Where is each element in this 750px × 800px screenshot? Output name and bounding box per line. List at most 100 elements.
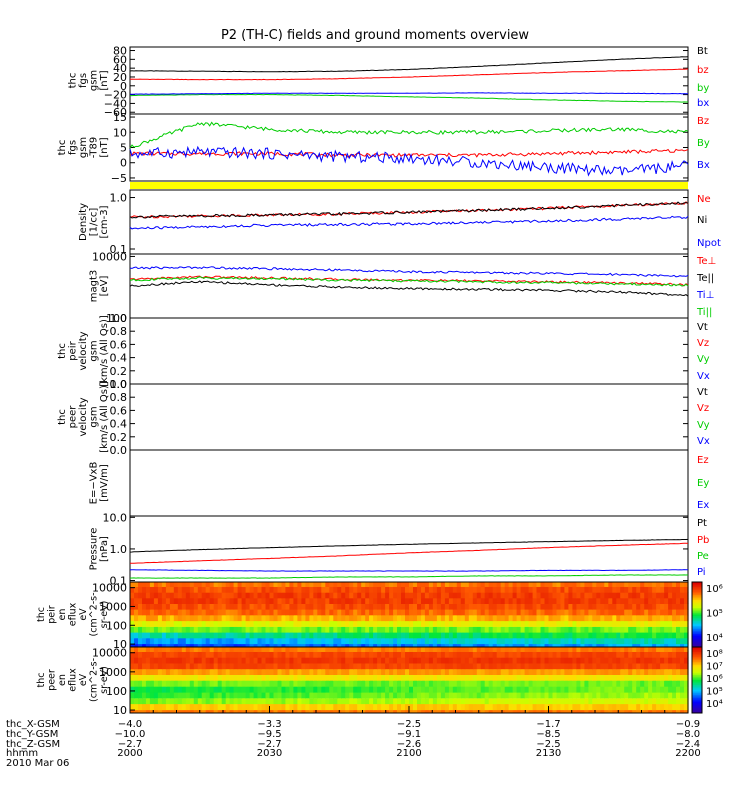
heatmap-cell (377, 626, 382, 633)
heatmap-cell (313, 663, 318, 670)
heatmap-cell (225, 674, 231, 681)
heatmap-cell (313, 637, 318, 645)
heatmap-cell (361, 651, 366, 658)
heatmap-cell (149, 674, 155, 681)
heatmap-cell (464, 615, 470, 622)
heatmap-cell (660, 620, 665, 627)
heatmap-cell (353, 620, 358, 627)
heatmap-cell (456, 647, 462, 652)
heatmap-cell (592, 703, 597, 711)
heatmap-cell (512, 643, 518, 648)
heatmap-cell (413, 620, 418, 627)
heatmap-cell (560, 709, 566, 714)
heatmap-cell (245, 643, 251, 648)
heatmap-cell (341, 703, 346, 711)
heatmap-cell (325, 647, 330, 652)
heatmap-cell (417, 680, 422, 687)
heatmap-cell (325, 663, 330, 670)
heatmap-cell (161, 598, 167, 604)
heatmap-cell (173, 674, 179, 681)
heatmap-cell (205, 692, 211, 699)
heatmap-cell (393, 643, 398, 648)
heatmap-cell (341, 620, 346, 627)
heatmap-cell (373, 615, 378, 622)
heatmap-cell (413, 637, 418, 645)
heatmap-cell (424, 620, 430, 627)
heatmap-cell (656, 674, 661, 681)
heatmap-cell (365, 598, 370, 604)
heatmap-cell (349, 620, 354, 627)
y-tick-label: 0.4 (110, 418, 128, 431)
heatmap-cell (544, 615, 550, 622)
heatmap-cell (460, 637, 466, 645)
heatmap-cell (516, 609, 522, 616)
heatmap-cell (153, 582, 159, 587)
heatmap-cell (540, 592, 546, 599)
heatmap-cell (397, 637, 402, 645)
heatmap-cell (424, 647, 430, 652)
heatmap-cell (269, 709, 275, 714)
heatmap-cell (572, 686, 577, 693)
heatmap-cell (293, 632, 298, 639)
heatmap-cell (321, 626, 326, 633)
heatmap-cell (245, 603, 251, 610)
heatmap-cell (488, 586, 494, 593)
heatmap-cell (373, 632, 378, 639)
heatmap-cell (544, 663, 550, 670)
heatmap-cell (229, 647, 235, 652)
heatmap-cell (205, 703, 211, 711)
heatmap-cell (520, 698, 526, 705)
heatmap-cell (536, 615, 542, 622)
heatmap-cell (660, 663, 665, 670)
heatmap-cell (536, 598, 542, 604)
heatmap-cell (389, 647, 394, 652)
heatmap-cell (616, 643, 621, 648)
heatmap-cell (205, 598, 211, 604)
heatmap-cell (540, 586, 546, 593)
legend-Te⊥: Te⊥ (696, 256, 716, 267)
heatmap-cell (373, 609, 378, 616)
heatmap-cell (401, 620, 406, 627)
heatmap-cell (632, 651, 637, 658)
heatmap-cell (321, 680, 326, 687)
heatmap-cell (464, 592, 470, 599)
heatmap-cell (237, 643, 243, 648)
heatmap-cell (389, 598, 394, 604)
heatmap-cell (644, 592, 649, 599)
heatmap-cell (588, 680, 593, 687)
heatmap-cell (552, 703, 558, 711)
heatmap-cell (397, 586, 402, 593)
heatmap-cell (321, 637, 326, 645)
heatmap-cell (432, 692, 438, 699)
heatmap-cell (608, 592, 613, 599)
heatmap-cell (201, 657, 207, 664)
heatmap-cell (130, 592, 135, 599)
heatmap-cell (432, 651, 438, 658)
heatmap-cell (484, 692, 490, 699)
colorbar-label: 10⁶ (706, 674, 723, 685)
heatmap-cell (540, 643, 546, 648)
heatmap-cell (540, 615, 546, 622)
heatmap-cell (652, 657, 657, 664)
heatmap-cell (145, 674, 151, 681)
heatmap-cell (564, 680, 569, 687)
heatmap-cell (361, 680, 366, 687)
heatmap-cell (273, 686, 279, 693)
heatmap-cell (241, 686, 247, 693)
heatmap-cell (628, 615, 633, 622)
heatmap-cell (428, 632, 434, 639)
heatmap-cell (297, 615, 302, 622)
heatmap-cell (504, 657, 510, 664)
heatmap-cell (205, 680, 211, 687)
heatmap-cell (552, 692, 558, 699)
heatmap-cell (209, 598, 215, 604)
heatmap-cell (333, 609, 338, 616)
heatmap-cell (568, 643, 573, 648)
heatmap-cell (301, 582, 306, 587)
legend-Vz: Vz (697, 403, 709, 414)
heatmap-cell (417, 620, 422, 627)
heatmap-cell (229, 603, 235, 610)
heatmap-cell (456, 592, 462, 599)
heatmap-cell (440, 632, 446, 639)
heatmap-cell (197, 680, 203, 687)
